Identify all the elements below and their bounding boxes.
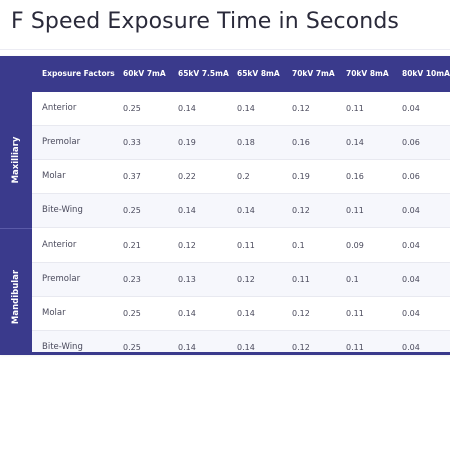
table-cell: 0.11 xyxy=(292,275,310,284)
table-cell: 0.04 xyxy=(402,206,420,215)
table-cell: 0.25 xyxy=(123,343,141,352)
table-cell: 0.1 xyxy=(346,275,359,284)
table-cell: 0.12 xyxy=(292,104,310,113)
row-label: Bite-Wing xyxy=(42,342,83,352)
table-cell: 0.18 xyxy=(237,138,255,147)
table-cell: 0.16 xyxy=(292,138,310,147)
column-header-60kv-7ma: 60kV 7mA xyxy=(123,69,166,78)
group-label-maxilliary: Maxilliary xyxy=(11,136,21,184)
table-cell: 0.14 xyxy=(237,309,255,318)
table-cell: 0.14 xyxy=(178,206,196,215)
column-header-exposure-factors: Exposure Factors xyxy=(42,69,115,78)
column-header-70kv-8ma: 70kV 8mA xyxy=(346,69,389,78)
table-cell: 0.14 xyxy=(346,138,364,147)
row-label: Anterior xyxy=(42,240,77,250)
table-cell: 0.04 xyxy=(402,343,420,352)
table-cell: 0.11 xyxy=(346,343,364,352)
table-row: Bite-Wing 0.25 0.14 0.14 0.12 0.11 0.04 xyxy=(32,194,450,228)
table-cell: 0.12 xyxy=(292,206,310,215)
table-cell: 0.14 xyxy=(178,343,196,352)
row-label: Molar xyxy=(42,171,66,181)
table-cell: 0.14 xyxy=(237,206,255,215)
table-cell: 0.09 xyxy=(346,241,364,250)
table-cell: 0.19 xyxy=(178,138,196,147)
table-row: Premolar 0.33 0.19 0.18 0.16 0.14 0.06 xyxy=(32,126,450,160)
table-cell: 0.14 xyxy=(237,343,255,352)
table-cell: 0.04 xyxy=(402,309,420,318)
page-title: F Speed Exposure Time in Seconds xyxy=(11,9,399,34)
table-cell: 0.25 xyxy=(123,104,141,113)
table-cell: 0.06 xyxy=(402,172,420,181)
group-maxilliary: Maxilliary xyxy=(0,92,32,228)
table-header: Exposure Factors 60kV 7mA 65kV 7.5mA 65k… xyxy=(0,56,450,92)
row-label: Molar xyxy=(42,308,66,318)
table-cell: 0.04 xyxy=(402,104,420,113)
row-label: Premolar xyxy=(42,274,81,284)
table-cell: 0.12 xyxy=(292,343,310,352)
table-row: Bite-Wing 0.25 0.14 0.14 0.12 0.11 0.04 xyxy=(32,331,450,354)
table-cell: 0.12 xyxy=(237,275,255,284)
table-cell: 0.14 xyxy=(178,309,196,318)
table-cell: 0.13 xyxy=(178,275,196,284)
table-row: Anterior 0.21 0.12 0.11 0.1 0.09 0.04 xyxy=(32,229,450,263)
group-mandibular: Mandibular xyxy=(0,229,32,354)
row-label: Bite-Wing xyxy=(42,205,83,215)
table-cell: 0.21 xyxy=(123,241,141,250)
table-cell: 0.11 xyxy=(346,104,364,113)
table-cell: 0.14 xyxy=(178,104,196,113)
row-label: Premolar xyxy=(42,137,81,147)
column-header-65kv-8ma: 65kV 8mA xyxy=(237,69,280,78)
table-cell: 0.11 xyxy=(346,309,364,318)
table-cell: 0.16 xyxy=(346,172,364,181)
table-row: Anterior 0.25 0.14 0.14 0.12 0.11 0.04 xyxy=(32,92,450,126)
title-divider xyxy=(0,49,450,50)
table-cell: 0.04 xyxy=(402,241,420,250)
table-cell: 0.25 xyxy=(123,206,141,215)
exposure-table: Exposure Factors 60kV 7mA 65kV 7.5mA 65k… xyxy=(0,56,450,354)
column-header-70kv-7ma: 70kV 7mA xyxy=(292,69,335,78)
table-cell: 0.22 xyxy=(178,172,196,181)
group-divider xyxy=(0,228,32,229)
table-row: Molar 0.37 0.22 0.2 0.19 0.16 0.06 xyxy=(32,160,450,194)
table-cell: 0.25 xyxy=(123,309,141,318)
table-cell: 0.11 xyxy=(237,241,255,250)
table-row: Molar 0.25 0.14 0.14 0.12 0.11 0.04 xyxy=(32,297,450,331)
table-cell: 0.11 xyxy=(346,206,364,215)
table-cell: 0.14 xyxy=(237,104,255,113)
table-cell: 0.1 xyxy=(292,241,305,250)
table-cell: 0.33 xyxy=(123,138,141,147)
table-cell: 0.37 xyxy=(123,172,141,181)
table-cell: 0.23 xyxy=(123,275,141,284)
group-label-mandibular: Mandibular xyxy=(11,269,21,325)
table-row: Premolar 0.23 0.13 0.12 0.11 0.1 0.04 xyxy=(32,263,450,297)
table-cell: 0.12 xyxy=(178,241,196,250)
table-cell: 0.06 xyxy=(402,138,420,147)
column-header-80kv-10ma: 80kV 10mA xyxy=(402,69,450,78)
table-cell: 0.04 xyxy=(402,275,420,284)
column-header-65kv-7-5ma: 65kV 7.5mA xyxy=(178,69,229,78)
table-cell: 0.12 xyxy=(292,309,310,318)
table-cell: 0.19 xyxy=(292,172,310,181)
table-cell: 0.2 xyxy=(237,172,250,181)
row-label: Anterior xyxy=(42,103,77,113)
table-bottom-border xyxy=(0,352,450,355)
